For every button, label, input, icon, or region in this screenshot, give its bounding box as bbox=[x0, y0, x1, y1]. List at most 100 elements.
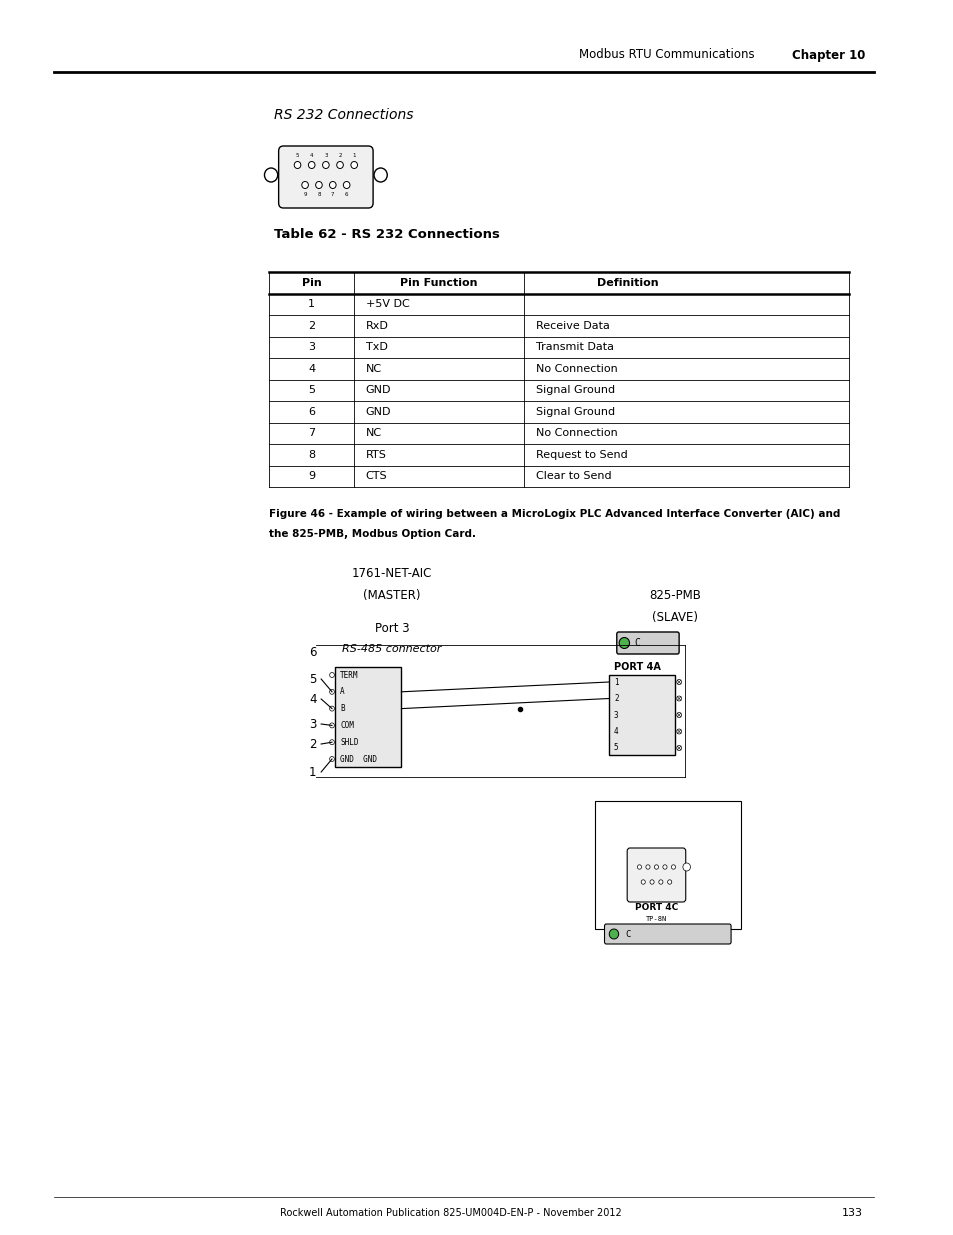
FancyBboxPatch shape bbox=[278, 146, 373, 207]
Circle shape bbox=[322, 162, 329, 168]
Text: CTS: CTS bbox=[365, 472, 387, 482]
Circle shape bbox=[676, 697, 680, 701]
Text: 9: 9 bbox=[303, 191, 307, 198]
Text: Pin: Pin bbox=[301, 278, 321, 288]
Text: Port 3: Port 3 bbox=[375, 622, 409, 635]
Circle shape bbox=[330, 706, 334, 711]
Text: 2: 2 bbox=[338, 153, 341, 158]
Text: NC: NC bbox=[365, 364, 381, 374]
Circle shape bbox=[374, 168, 387, 182]
Text: RxD: RxD bbox=[365, 321, 388, 331]
Text: 1: 1 bbox=[352, 153, 355, 158]
Text: Signal Ground: Signal Ground bbox=[535, 385, 614, 395]
Text: 2: 2 bbox=[309, 737, 316, 751]
Text: 4: 4 bbox=[614, 727, 618, 736]
Text: COM: COM bbox=[339, 721, 354, 730]
Text: A: A bbox=[339, 688, 344, 697]
Text: Definition: Definition bbox=[597, 278, 659, 288]
Circle shape bbox=[308, 162, 314, 168]
Text: GND: GND bbox=[365, 406, 391, 416]
Text: No Connection: No Connection bbox=[535, 429, 617, 438]
Circle shape bbox=[329, 182, 335, 189]
Circle shape bbox=[330, 757, 334, 762]
Text: Rockwell Automation Publication 825-UM004D-EN-P - November 2012: Rockwell Automation Publication 825-UM00… bbox=[279, 1208, 620, 1218]
Circle shape bbox=[659, 879, 662, 884]
Text: 825-PMB: 825-PMB bbox=[649, 589, 700, 601]
Text: GND: GND bbox=[365, 385, 391, 395]
Text: Receive Data: Receive Data bbox=[535, 321, 609, 331]
Circle shape bbox=[294, 162, 300, 168]
Circle shape bbox=[618, 637, 629, 648]
Text: RS 232 Connections: RS 232 Connections bbox=[274, 107, 413, 122]
Circle shape bbox=[264, 168, 277, 182]
Text: SHLD: SHLD bbox=[339, 737, 358, 747]
Text: 1: 1 bbox=[309, 766, 316, 778]
Circle shape bbox=[649, 879, 654, 884]
Text: No Connection: No Connection bbox=[535, 364, 617, 374]
Circle shape bbox=[330, 722, 334, 727]
Circle shape bbox=[676, 713, 680, 718]
Text: 1761-NET-AIC: 1761-NET-AIC bbox=[352, 567, 432, 580]
Text: 5: 5 bbox=[308, 385, 314, 395]
Circle shape bbox=[315, 182, 322, 189]
Text: 4: 4 bbox=[309, 693, 316, 705]
Text: TP-8N: TP-8N bbox=[645, 916, 666, 923]
Circle shape bbox=[336, 162, 343, 168]
Text: 3: 3 bbox=[308, 342, 314, 352]
Text: Signal Ground: Signal Ground bbox=[535, 406, 614, 416]
Circle shape bbox=[609, 929, 618, 939]
Text: Request to Send: Request to Send bbox=[535, 450, 627, 459]
Circle shape bbox=[330, 689, 334, 694]
Text: 7: 7 bbox=[308, 429, 314, 438]
Text: 5: 5 bbox=[614, 743, 618, 752]
Text: 6: 6 bbox=[345, 191, 348, 198]
Text: Chapter 10: Chapter 10 bbox=[791, 48, 864, 62]
Text: RS-485 connector: RS-485 connector bbox=[342, 643, 441, 655]
Text: Figure 46 - Example of wiring between a MicroLogix PLC Advanced Interface Conver: Figure 46 - Example of wiring between a … bbox=[269, 509, 840, 519]
Text: PORT 4A: PORT 4A bbox=[614, 662, 660, 672]
Text: 2: 2 bbox=[614, 694, 618, 703]
Circle shape bbox=[640, 879, 644, 884]
Text: 1: 1 bbox=[614, 678, 618, 687]
Circle shape bbox=[645, 864, 649, 869]
Circle shape bbox=[676, 746, 680, 751]
FancyBboxPatch shape bbox=[604, 924, 730, 944]
Text: B: B bbox=[339, 704, 344, 713]
Circle shape bbox=[654, 864, 658, 869]
Circle shape bbox=[330, 673, 334, 678]
FancyBboxPatch shape bbox=[609, 676, 675, 755]
Text: (SLAVE): (SLAVE) bbox=[652, 611, 698, 624]
Circle shape bbox=[343, 182, 350, 189]
Text: 9: 9 bbox=[308, 472, 314, 482]
Text: TxD: TxD bbox=[365, 342, 387, 352]
Text: 2: 2 bbox=[308, 321, 314, 331]
Text: (MASTER): (MASTER) bbox=[363, 589, 420, 601]
Circle shape bbox=[682, 863, 690, 871]
Text: PORT 4C: PORT 4C bbox=[634, 903, 678, 911]
Text: 6: 6 bbox=[308, 406, 314, 416]
FancyBboxPatch shape bbox=[595, 802, 740, 929]
Text: 6: 6 bbox=[309, 646, 316, 658]
Text: GND  GND: GND GND bbox=[339, 755, 376, 763]
Text: 1: 1 bbox=[308, 299, 314, 309]
Text: Table 62 - RS 232 Connections: Table 62 - RS 232 Connections bbox=[274, 228, 499, 242]
FancyBboxPatch shape bbox=[335, 667, 401, 767]
Text: 5: 5 bbox=[309, 673, 316, 685]
Text: TERM: TERM bbox=[339, 671, 358, 679]
Text: 3: 3 bbox=[324, 153, 327, 158]
Circle shape bbox=[351, 162, 357, 168]
Text: 8: 8 bbox=[308, 450, 314, 459]
Circle shape bbox=[676, 729, 680, 734]
Text: Clear to Send: Clear to Send bbox=[535, 472, 611, 482]
Circle shape bbox=[301, 182, 308, 189]
Circle shape bbox=[637, 864, 640, 869]
Circle shape bbox=[676, 679, 680, 684]
Text: 4: 4 bbox=[308, 364, 314, 374]
Circle shape bbox=[671, 864, 675, 869]
Circle shape bbox=[330, 740, 334, 745]
Circle shape bbox=[667, 879, 671, 884]
Text: NC: NC bbox=[365, 429, 381, 438]
Text: C: C bbox=[624, 930, 630, 939]
Text: 3: 3 bbox=[309, 718, 316, 730]
Circle shape bbox=[662, 864, 666, 869]
